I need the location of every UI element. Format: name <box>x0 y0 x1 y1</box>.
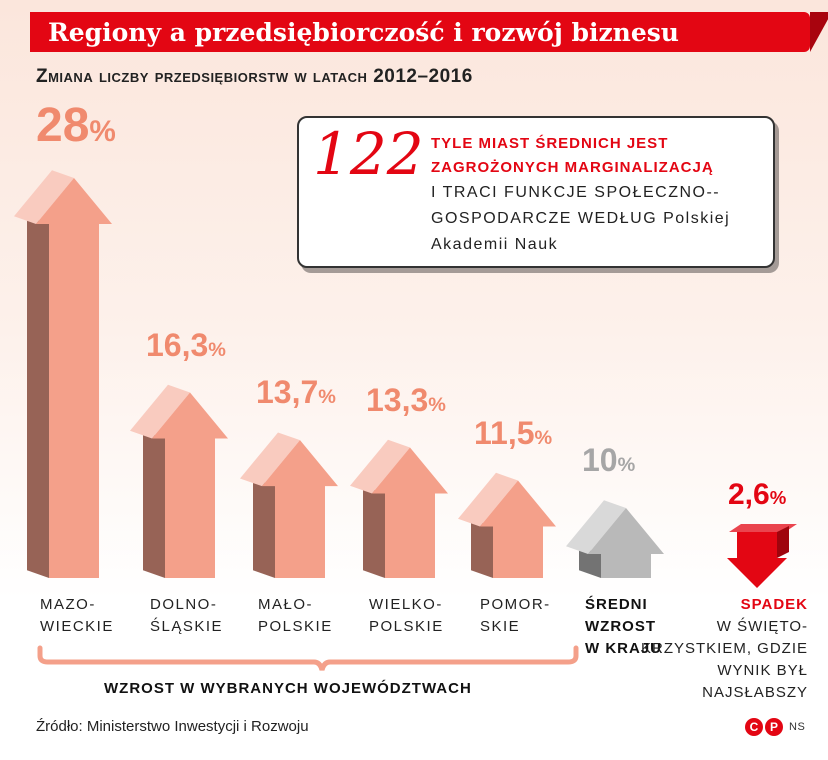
bracket-line <box>37 645 579 671</box>
arrow-4 <box>350 439 448 578</box>
arrow-front-face <box>152 392 228 578</box>
arrow-7 <box>727 524 797 588</box>
author-initials: NS <box>789 721 806 733</box>
logo-p-icon: P <box>765 718 783 736</box>
arrow-top-face <box>729 524 797 532</box>
arrows-layer <box>14 170 797 588</box>
value-number: 28 <box>36 99 90 152</box>
national-average-label: ŚREDNI WZROST W KRAJU <box>585 596 662 657</box>
value-unit: % <box>89 115 116 148</box>
value-number: 11,5 <box>474 414 535 451</box>
value-unit: % <box>534 426 553 449</box>
arrow-head-top-face <box>130 384 190 439</box>
category-label-5: POMOR- SKIE <box>480 596 551 635</box>
decline-note: SPADEK W ŚWIĘTO-KRZYSTKIEM, GDZIE WYNIK … <box>630 594 808 704</box>
arrow-side-face <box>143 430 165 578</box>
page-title: Regiony a przedsiębiorczość i rozwój biz… <box>48 18 679 47</box>
bracket <box>37 645 579 671</box>
value-label-4: 13,3% <box>366 382 446 419</box>
title-bar-fold <box>810 12 828 52</box>
decline-text: W ŚWIĘTO-KRZYSTKIEM, GDZIE WYNIK BYŁ NAJ… <box>640 618 808 701</box>
callout-box: 122 TYLE MIAST ŚREDNICH JEST ZAGROŻONYCH… <box>297 116 775 268</box>
arrow-head-top-face <box>566 500 626 554</box>
value-number: 13,7 <box>256 374 319 411</box>
value-label-2: 16,3% <box>146 327 226 364</box>
arrow-side-face <box>777 526 789 558</box>
value-number: 13,3 <box>366 381 429 418</box>
category-label-4: WIELKO- POLSKIE <box>369 596 444 635</box>
logo-c-icon: C <box>745 718 763 736</box>
value-unit: % <box>617 454 636 476</box>
category-label-2: DOLNO- ŚLĄSKIE <box>150 596 224 635</box>
arrow-front-face <box>372 447 448 578</box>
arrow-front-face <box>262 440 338 578</box>
arrow-3 <box>240 432 338 578</box>
value-label-6: 10% <box>582 442 635 479</box>
arrow-front-face <box>727 532 787 588</box>
value-label-5: 11,5% <box>474 415 552 452</box>
arrow-front-face <box>36 178 112 578</box>
bracket-label: WZROST W WYBRANYCH WOJEWÓDZTWACH <box>104 680 472 697</box>
value-unit: % <box>428 393 446 416</box>
callout-number: 122 <box>313 120 424 188</box>
callout-highlight-text: TYLE MIAST ŚREDNICH JEST ZAGROŻONYCH MAR… <box>431 135 714 176</box>
value-label-3: 13,7% <box>256 374 336 411</box>
value-number: 10 <box>582 442 618 478</box>
arrow-head-top-face <box>14 170 74 224</box>
value-unit: % <box>318 386 336 409</box>
arrow-head-top-face <box>350 439 410 494</box>
arrow-side-face <box>27 216 49 579</box>
arrow-head-top-face <box>240 432 300 487</box>
decline-title: SPADEK <box>740 596 808 613</box>
value-label-1: 28% <box>36 98 116 153</box>
arrow-side-face <box>253 478 275 578</box>
arrow-6 <box>566 500 664 578</box>
category-label-3: MAŁO- POLSKIE <box>258 596 333 635</box>
title-bar: Regiony a przedsiębiorczość i rozwój biz… <box>30 12 828 52</box>
value-number: 16,3 <box>146 326 209 363</box>
arrow-front-face <box>480 480 556 578</box>
value-unit: % <box>208 338 226 361</box>
publisher-logo: C P NS <box>745 716 805 738</box>
arrow-front-face <box>588 508 664 578</box>
source-note: Źródło: Ministerstwo Inwestycji i Rozwoj… <box>36 718 309 735</box>
arrow-side-face <box>579 546 601 578</box>
value-unit: % <box>769 487 787 508</box>
chart-subtitle: Zmiana liczby przedsiębiorstw w latach 2… <box>36 66 473 87</box>
arrow-2 <box>130 384 228 578</box>
category-label-1: MAZO- WIECKIE <box>40 596 114 635</box>
arrow-1 <box>14 170 112 579</box>
value-number: 2,6 <box>728 478 770 511</box>
arrow-head-top-face <box>458 472 518 527</box>
arrow-side-face <box>363 485 385 578</box>
arrow-side-face <box>471 518 493 578</box>
callout-body-text: I TRACI FUNKCJE SPOŁECZNO--GOSPODARCZE W… <box>431 184 731 253</box>
arrow-5 <box>458 472 556 578</box>
value-label-7: 2,6% <box>728 478 786 512</box>
